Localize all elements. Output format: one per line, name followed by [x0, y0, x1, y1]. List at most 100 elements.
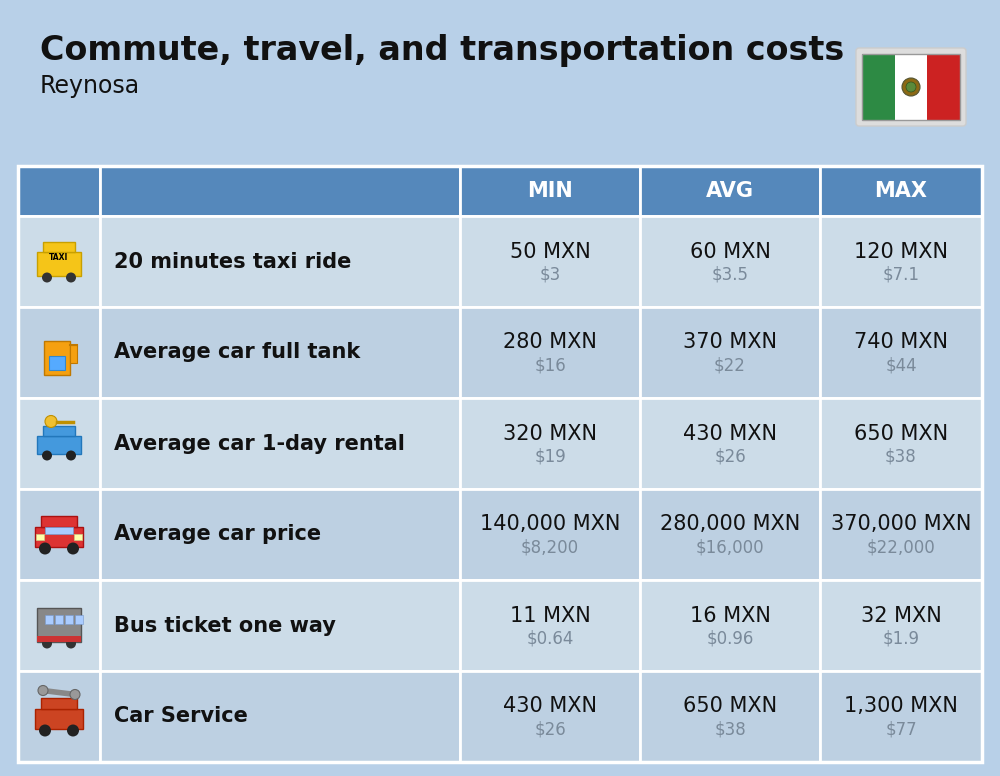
Bar — [640, 398, 820, 489]
Text: 650 MXN: 650 MXN — [683, 697, 777, 716]
Bar — [70, 345, 77, 362]
Bar — [862, 54, 960, 120]
Circle shape — [39, 542, 51, 555]
Bar — [49, 355, 65, 369]
Bar — [100, 398, 460, 489]
Bar — [18, 398, 100, 489]
Text: Average car full tank: Average car full tank — [114, 342, 360, 362]
Text: Commute, travel, and transportation costs: Commute, travel, and transportation cost… — [40, 34, 844, 67]
Bar — [100, 307, 460, 398]
Text: Average car price: Average car price — [114, 525, 321, 545]
Bar — [640, 307, 820, 398]
Text: 32 MXN: 32 MXN — [861, 605, 941, 625]
Text: 740 MXN: 740 MXN — [854, 332, 948, 352]
Text: 430 MXN: 430 MXN — [503, 697, 597, 716]
Bar — [862, 54, 895, 120]
Bar — [18, 580, 100, 671]
Bar — [100, 489, 460, 580]
Bar — [45, 526, 73, 534]
Text: $44: $44 — [885, 356, 917, 375]
Bar — [640, 580, 820, 671]
Circle shape — [66, 272, 76, 282]
Bar — [820, 489, 982, 580]
Text: $16: $16 — [534, 356, 566, 375]
Text: 1,300 MXN: 1,300 MXN — [844, 697, 958, 716]
Text: 140,000 MXN: 140,000 MXN — [480, 514, 620, 535]
Text: MAX: MAX — [874, 181, 928, 201]
Text: $26: $26 — [714, 448, 746, 466]
Bar — [820, 307, 982, 398]
FancyBboxPatch shape — [856, 48, 966, 126]
Circle shape — [42, 639, 52, 649]
Bar — [18, 489, 100, 580]
Text: $0.64: $0.64 — [526, 629, 574, 647]
Text: 16 MXN: 16 MXN — [690, 605, 770, 625]
Bar — [41, 515, 77, 526]
Bar — [100, 580, 460, 671]
Bar — [43, 425, 75, 435]
Circle shape — [39, 725, 51, 736]
Bar — [640, 216, 820, 307]
Text: 280 MXN: 280 MXN — [503, 332, 597, 352]
Text: 650 MXN: 650 MXN — [854, 424, 948, 444]
Circle shape — [66, 451, 76, 460]
Bar — [37, 636, 81, 642]
Circle shape — [45, 415, 57, 428]
Bar — [820, 398, 982, 489]
Circle shape — [67, 542, 79, 555]
Bar — [18, 166, 100, 216]
Text: 20 minutes taxi ride: 20 minutes taxi ride — [114, 251, 351, 272]
Text: 280,000 MXN: 280,000 MXN — [660, 514, 800, 535]
Bar — [927, 54, 960, 120]
Bar — [820, 166, 982, 216]
Circle shape — [902, 78, 920, 96]
Bar — [460, 580, 640, 671]
Bar — [640, 671, 820, 762]
Bar — [35, 526, 83, 546]
Text: $22,000: $22,000 — [867, 539, 935, 556]
Bar — [460, 307, 640, 398]
Text: $26: $26 — [534, 720, 566, 739]
Bar — [820, 216, 982, 307]
Circle shape — [70, 690, 80, 699]
Bar — [44, 341, 70, 375]
Bar — [460, 166, 640, 216]
Text: $16,000: $16,000 — [696, 539, 764, 556]
Text: $1.9: $1.9 — [883, 629, 920, 647]
Text: Car Service: Car Service — [114, 706, 248, 726]
Bar — [100, 216, 460, 307]
Text: $38: $38 — [714, 720, 746, 739]
Text: 370 MXN: 370 MXN — [683, 332, 777, 352]
Text: $8,200: $8,200 — [521, 539, 579, 556]
Text: 50 MXN: 50 MXN — [510, 241, 590, 262]
Bar — [55, 615, 63, 623]
Text: $38: $38 — [885, 448, 917, 466]
Text: 11 MXN: 11 MXN — [510, 605, 590, 625]
Text: $0.96: $0.96 — [706, 629, 754, 647]
Circle shape — [906, 82, 916, 92]
Text: $7.1: $7.1 — [883, 265, 920, 283]
Text: 320 MXN: 320 MXN — [503, 424, 597, 444]
Bar — [820, 671, 982, 762]
Bar — [37, 608, 81, 642]
Text: 370,000 MXN: 370,000 MXN — [831, 514, 971, 535]
Bar — [43, 241, 75, 251]
Text: Average car 1-day rental: Average car 1-day rental — [114, 434, 405, 453]
Text: Bus ticket one way: Bus ticket one way — [114, 615, 336, 636]
Text: 430 MXN: 430 MXN — [683, 424, 777, 444]
Bar — [640, 489, 820, 580]
Text: $3.5: $3.5 — [712, 265, 748, 283]
Bar — [65, 615, 73, 623]
Text: $3: $3 — [539, 265, 561, 283]
Bar — [35, 708, 83, 729]
Text: 120 MXN: 120 MXN — [854, 241, 948, 262]
Text: 60 MXN: 60 MXN — [690, 241, 770, 262]
Bar — [460, 216, 640, 307]
Bar — [37, 435, 81, 453]
Bar — [75, 615, 83, 623]
Bar — [18, 216, 100, 307]
Bar — [18, 671, 100, 762]
Bar — [820, 580, 982, 671]
Circle shape — [66, 639, 76, 649]
Bar — [100, 671, 460, 762]
